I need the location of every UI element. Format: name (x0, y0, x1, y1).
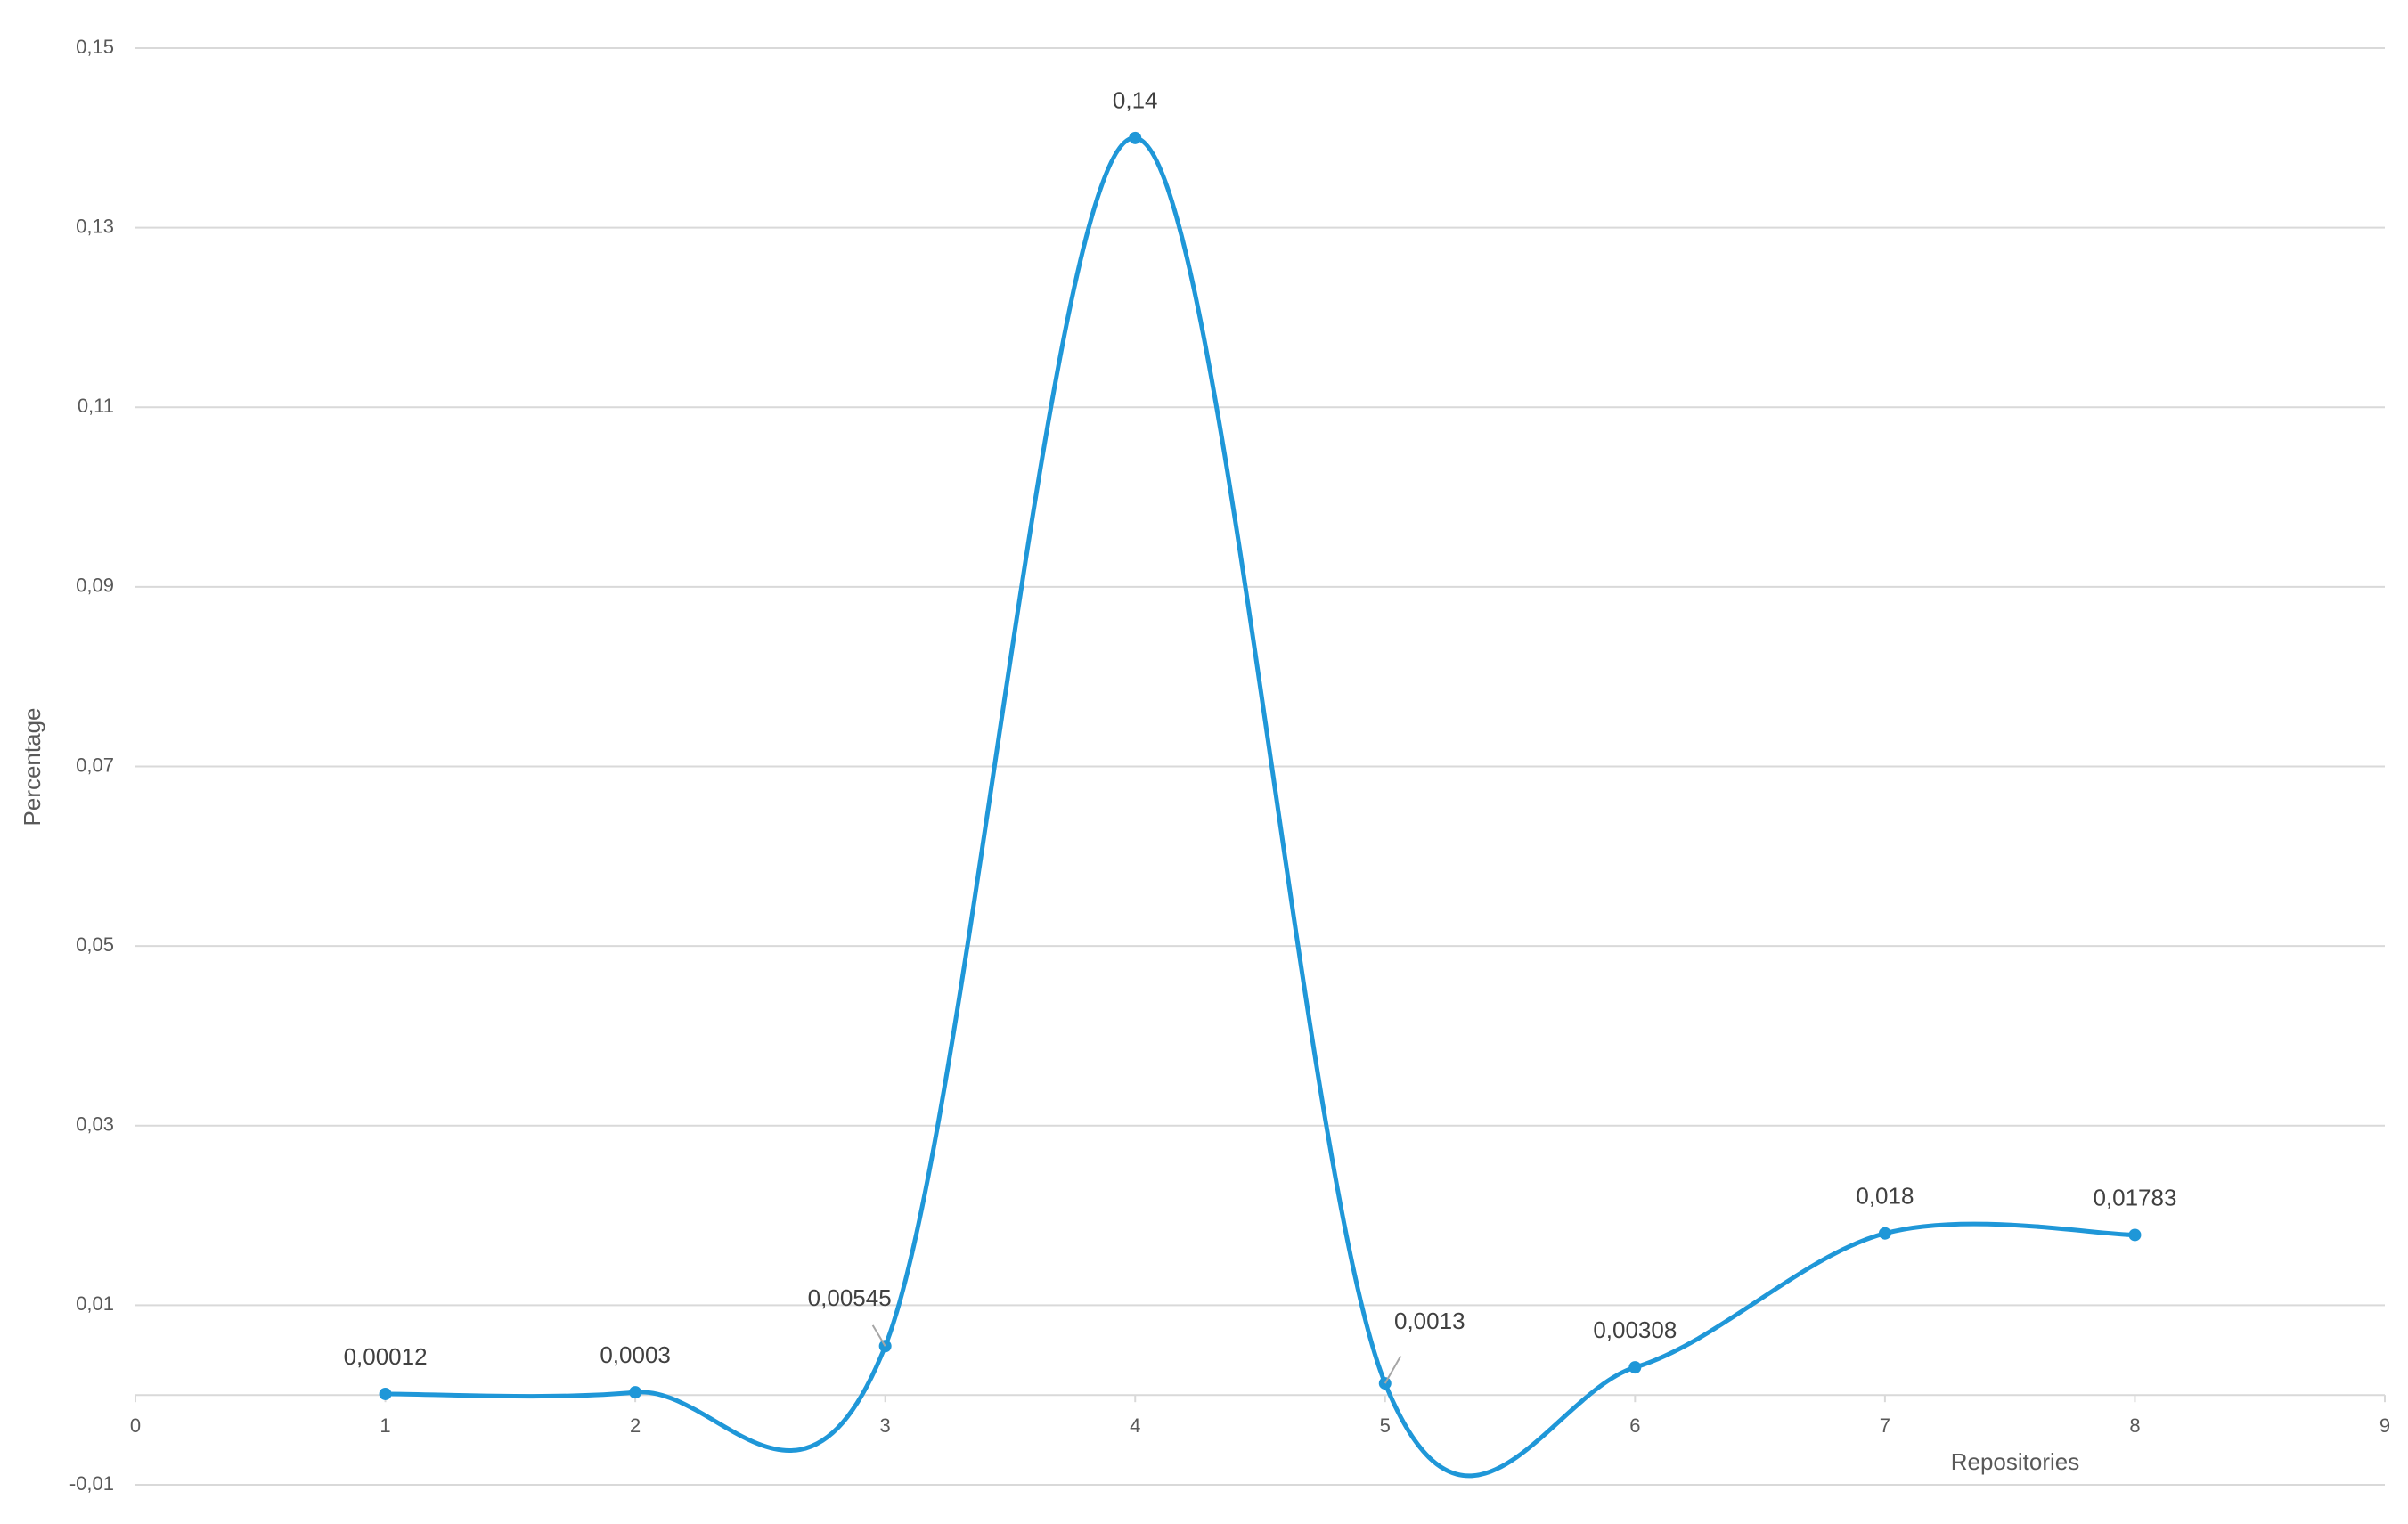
series-line (385, 135, 2135, 1479)
x-tick-label: 1 (380, 1414, 390, 1437)
data-label: 0,00012 (344, 1343, 428, 1370)
data-label: 0,0013 (1394, 1308, 1465, 1334)
data-label: 0,0003 (600, 1341, 671, 1368)
data-point (1628, 1361, 1642, 1374)
x-tick-label: 8 (2129, 1414, 2140, 1437)
y-tick-label: 0,11 (78, 395, 114, 417)
x-tick-label: 5 (1380, 1414, 1391, 1437)
x-tick-label: 7 (1880, 1414, 1890, 1437)
x-axis-title: Repositories (1951, 1448, 2080, 1475)
y-tick-label: 0,07 (76, 754, 114, 776)
data-point (1129, 131, 1142, 144)
x-tick-label: 2 (630, 1414, 641, 1437)
x-tick-label: 3 (880, 1414, 891, 1437)
data-point (629, 1386, 642, 1399)
data-point (2128, 1228, 2142, 1242)
y-tick-label: 0,15 (76, 36, 114, 58)
data-label: 0,00308 (1593, 1316, 1677, 1343)
y-axis-title: Percentage (19, 708, 45, 827)
leader-line (871, 1324, 886, 1347)
y-tick-label: 0,01 (76, 1292, 114, 1315)
y-tick-label: 0,09 (76, 575, 114, 597)
leader-line (1384, 1355, 1402, 1384)
data-label: 0,018 (1856, 1183, 1914, 1210)
x-tick-label: 4 (1130, 1414, 1140, 1437)
y-tick-label: 0,05 (76, 933, 114, 956)
data-point (1878, 1227, 1891, 1240)
data-label: 0,14 (1113, 87, 1158, 114)
x-tick-label: 6 (1629, 1414, 1640, 1437)
data-point (379, 1387, 392, 1400)
data-label: 0,00545 (808, 1284, 892, 1311)
x-tick-label: 9 (2379, 1414, 2390, 1437)
y-tick-label: -0,01 (69, 1472, 114, 1495)
x-tick-label: 0 (130, 1414, 141, 1437)
y-tick-label: 0,03 (76, 1113, 114, 1136)
y-tick-label: 0,13 (76, 215, 114, 237)
data-label: 0,01783 (2093, 1184, 2176, 1210)
